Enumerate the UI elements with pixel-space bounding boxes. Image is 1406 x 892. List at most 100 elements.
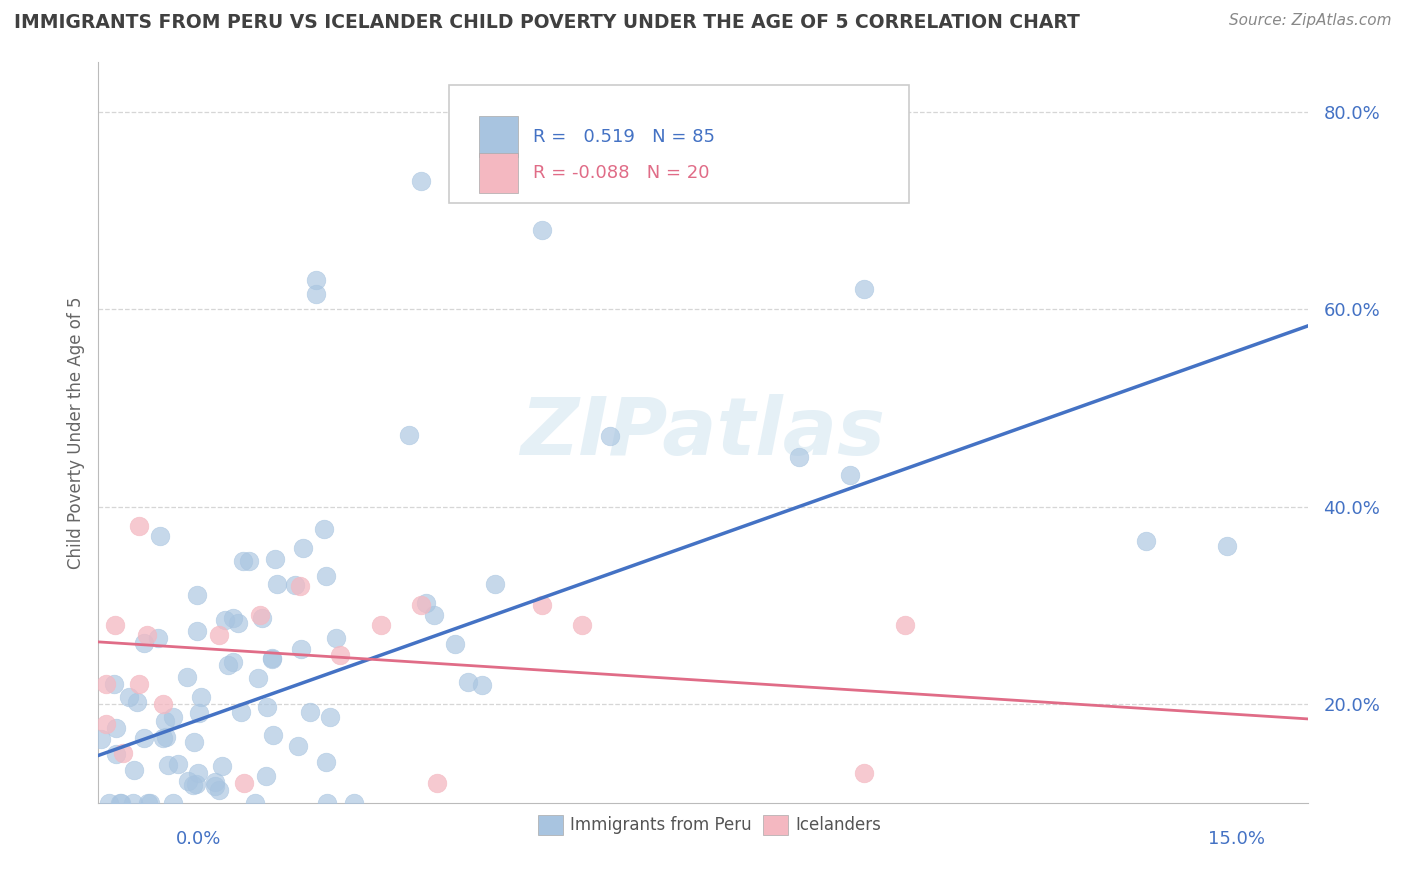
Point [232,554,254,568]
Point [103,618,125,632]
Point [249,608,271,623]
Point [222,655,245,669]
Point [315,755,337,769]
Point [155,730,177,744]
Point [853,283,876,297]
Point [125,695,148,709]
Point [226,615,249,630]
Point [787,450,810,464]
Point [229,706,252,720]
Point [187,765,209,780]
Point [152,697,174,711]
Point [134,636,156,650]
Text: Source: ZipAtlas.com: Source: ZipAtlas.com [1229,13,1392,29]
Point [186,588,208,602]
Point [110,796,132,810]
Point [484,577,506,591]
Point [153,714,176,728]
Point [252,611,274,625]
Point [211,759,233,773]
Point [149,529,172,543]
Point [104,747,127,762]
Point [284,578,307,592]
Point [103,677,125,691]
Point [162,796,184,810]
Point [208,782,231,797]
Text: Icelanders: Icelanders [796,816,882,834]
Text: 15.0%: 15.0% [1208,830,1265,847]
Point [409,174,432,188]
Point [298,705,321,719]
Point [162,710,184,724]
Point [316,796,339,810]
Point [204,779,226,793]
Point [444,637,467,651]
Point [152,731,174,745]
Point [305,287,328,301]
Point [105,721,128,735]
Point [254,769,277,783]
Point [1216,539,1239,553]
Point [260,650,283,665]
Point [243,796,266,810]
Text: ZIPatlas: ZIPatlas [520,393,886,472]
Point [135,628,157,642]
Point [319,709,342,723]
Point [176,670,198,684]
Point [329,648,352,662]
Point [343,796,366,810]
Point [148,631,170,645]
Point [290,642,312,657]
Point [177,774,200,789]
Point [186,624,208,639]
Text: Immigrants from Peru: Immigrants from Peru [571,816,752,834]
Point [409,599,432,613]
Point [98,796,121,810]
Point [457,675,479,690]
Point [530,599,553,613]
Point [238,554,260,568]
Point [96,677,118,691]
Point [315,569,337,583]
Point [287,739,309,753]
Point [188,706,211,720]
Point [426,776,449,790]
Point [530,223,553,237]
Point [893,618,915,632]
Point [325,631,347,645]
Point [167,757,190,772]
Text: R = -0.088   N = 20: R = -0.088 N = 20 [533,164,709,182]
Point [599,428,621,442]
Point [183,778,205,792]
Point [471,678,494,692]
Point [128,519,150,533]
Point [121,796,143,810]
Point [853,766,876,780]
Point [90,732,112,747]
FancyBboxPatch shape [449,85,908,203]
Text: 0.0%: 0.0% [176,830,221,847]
Point [266,577,288,591]
Point [217,658,239,673]
Point [398,428,420,442]
Point [118,690,141,705]
Point [190,690,212,704]
Point [1135,534,1157,549]
Point [571,618,593,632]
Point [423,608,446,623]
FancyBboxPatch shape [479,116,517,157]
Point [184,777,207,791]
Point [208,628,231,642]
Point [111,747,134,761]
Point [256,700,278,714]
Point [183,735,205,749]
Point [247,671,270,685]
Point [128,677,150,691]
Point [262,728,284,742]
Point [132,731,155,746]
Point [264,552,287,566]
Point [370,618,392,632]
Point [292,541,315,556]
Point [96,716,118,731]
Point [138,796,160,810]
